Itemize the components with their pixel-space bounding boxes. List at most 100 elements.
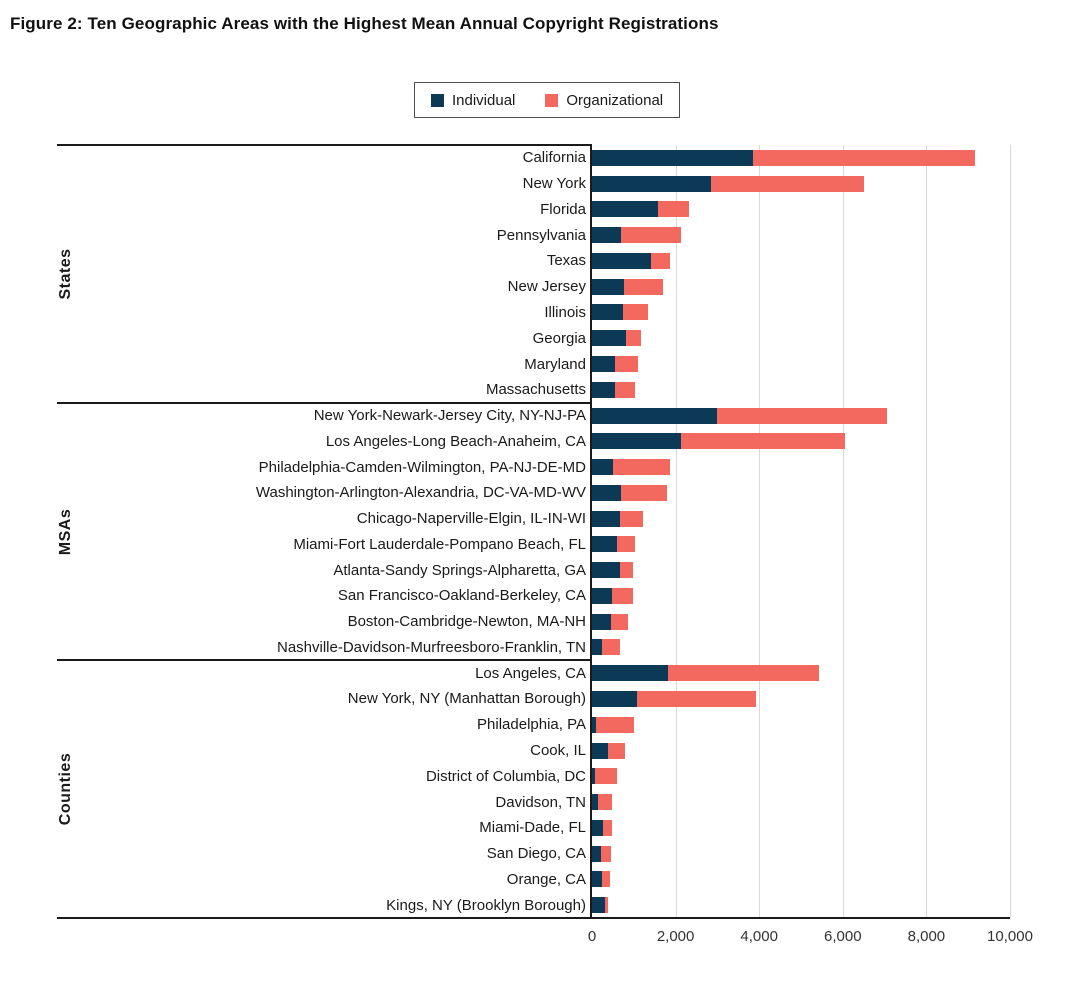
individual-segment: [592, 149, 753, 166]
chart-row: Philadelphia, PA: [0, 712, 1078, 738]
organizational-segment: [681, 433, 845, 450]
category-label: Atlanta-Sandy Springs-Alpharetta, GA: [333, 561, 586, 579]
bar-12: [592, 433, 845, 450]
bar-24: [592, 742, 625, 759]
chart-row: California: [0, 145, 1078, 171]
chart-row: Georgia: [0, 325, 1078, 351]
chart-row: Miami-Fort Lauderdale-Pompano Beach, FL: [0, 532, 1078, 558]
bar-23: [592, 716, 634, 733]
category-label: Los Angeles-Long Beach-Anaheim, CA: [325, 432, 586, 450]
individual-segment: [592, 278, 624, 295]
legend: Individual Organizational: [414, 82, 681, 118]
individual-segment: [592, 871, 602, 888]
category-label: District of Columbia, DC: [425, 767, 586, 785]
bar-19: [592, 613, 629, 630]
organizational-segment: [601, 871, 610, 888]
category-label: California: [522, 149, 586, 167]
bar-6: [592, 278, 663, 295]
organizational-segment: [614, 381, 636, 398]
category-label: Florida: [540, 200, 586, 218]
category-label: Miami-Dade, FL: [479, 819, 586, 837]
category-label: Kings, NY (Brooklyn Borough): [386, 896, 586, 914]
bar-30: [592, 897, 609, 914]
individual-segment: [592, 510, 620, 527]
chart-row: Pennsylvania: [0, 222, 1078, 248]
x-tick-label: 0: [587, 928, 597, 945]
organizational-segment: [623, 278, 663, 295]
organizational-segment: [615, 356, 638, 372]
individual-segment: [592, 381, 615, 398]
organizational-segment: [601, 845, 612, 862]
bar-28: [592, 845, 612, 862]
individual-segment: [592, 845, 602, 862]
bar-4: [592, 227, 681, 244]
chart-row: Davidson, TN: [0, 789, 1078, 815]
group-separator: [57, 659, 592, 662]
x-tick-label: 2,000: [656, 928, 695, 945]
gridline: [1010, 145, 1011, 918]
category-label: New York-Newark-Jersey City, NY-NJ-PA: [313, 407, 586, 425]
individual-swatch-icon: [431, 93, 444, 107]
figure-title: Figure 2: Ten Geographic Areas with the …: [10, 14, 719, 33]
category-label: Chicago-Naperville-Elgin, IL-IN-WI: [356, 510, 586, 528]
chart-row: Nashville-Davidson-Murfreesboro-Franklin…: [0, 635, 1078, 661]
category-label: Cook, IL: [530, 742, 586, 759]
individual-segment: [592, 227, 621, 244]
chart-row: Philadelphia-Camden-Wilmington, PA-NJ-DE…: [0, 454, 1078, 480]
organizational-segment: [711, 175, 864, 192]
bar-18: [592, 587, 633, 604]
legend-label-individual: Individual: [452, 91, 516, 109]
organizational-segment: [596, 716, 634, 733]
chart-row: New Jersey: [0, 274, 1078, 300]
category-label: Maryland: [524, 355, 586, 373]
category-label: Los Angeles, CA: [475, 664, 586, 682]
chart-row: Maryland: [0, 351, 1078, 377]
legend-item-organizational: Organizational: [545, 92, 663, 109]
organizational-segment: [617, 536, 636, 553]
bar-17: [592, 562, 633, 579]
chart-row: Massachusetts: [0, 377, 1078, 403]
bar-20: [592, 639, 620, 656]
category-label: Nashville-Davidson-Murfreesboro-Franklin…: [277, 638, 586, 656]
chart-row: Miami-Dade, FL: [0, 815, 1078, 841]
chart-row: Chicago-Naperville-Elgin, IL-IN-WI: [0, 506, 1078, 532]
individual-segment: [592, 794, 598, 811]
bar-5: [592, 252, 670, 269]
individual-segment: [592, 587, 613, 604]
individual-segment: [592, 252, 651, 269]
bar-26: [592, 794, 613, 811]
organizational-segment: [752, 149, 976, 166]
individual-segment: [592, 356, 616, 372]
organizational-segment: [717, 407, 888, 424]
bar-29: [592, 871, 610, 888]
category-label: Georgia: [532, 329, 586, 347]
gridline: [675, 145, 677, 918]
chart-row: Washington-Arlington-Alexandria, DC-VA-M…: [0, 480, 1078, 506]
individual-segment: [592, 304, 623, 321]
group-separator: [57, 401, 592, 404]
chart-row: Orange, CA: [0, 866, 1078, 892]
chart-row: Texas: [0, 248, 1078, 274]
chart-row: Atlanta-Sandy Springs-Alpharetta, GA: [0, 557, 1078, 583]
individual-segment: [592, 613, 612, 630]
category-label: Orange, CA: [506, 870, 586, 888]
chart-row: San Francisco-Oakland-Berkeley, CA: [0, 583, 1078, 609]
x-tick-label: 4,000: [740, 928, 778, 945]
organizational-segment: [619, 510, 644, 527]
bar-14: [592, 484, 667, 501]
x-axis-line: [57, 917, 1010, 919]
category-label: New York, NY (Manhattan Borough): [347, 690, 586, 708]
x-tick-label: 6,000: [824, 928, 862, 945]
category-label: Illinois: [544, 303, 586, 321]
individual-segment: [592, 484, 622, 501]
bar-11: [592, 407, 888, 424]
individual-segment: [592, 639, 603, 656]
gridline: [926, 145, 928, 918]
organizational-segment: [607, 742, 625, 759]
bar-22: [592, 690, 757, 707]
bar-9: [592, 356, 638, 372]
chart-row: San Diego, CA: [0, 841, 1078, 867]
category-label: Miami-Fort Lauderdale-Pompano Beach, FL: [293, 535, 586, 553]
gridline: [759, 145, 761, 918]
